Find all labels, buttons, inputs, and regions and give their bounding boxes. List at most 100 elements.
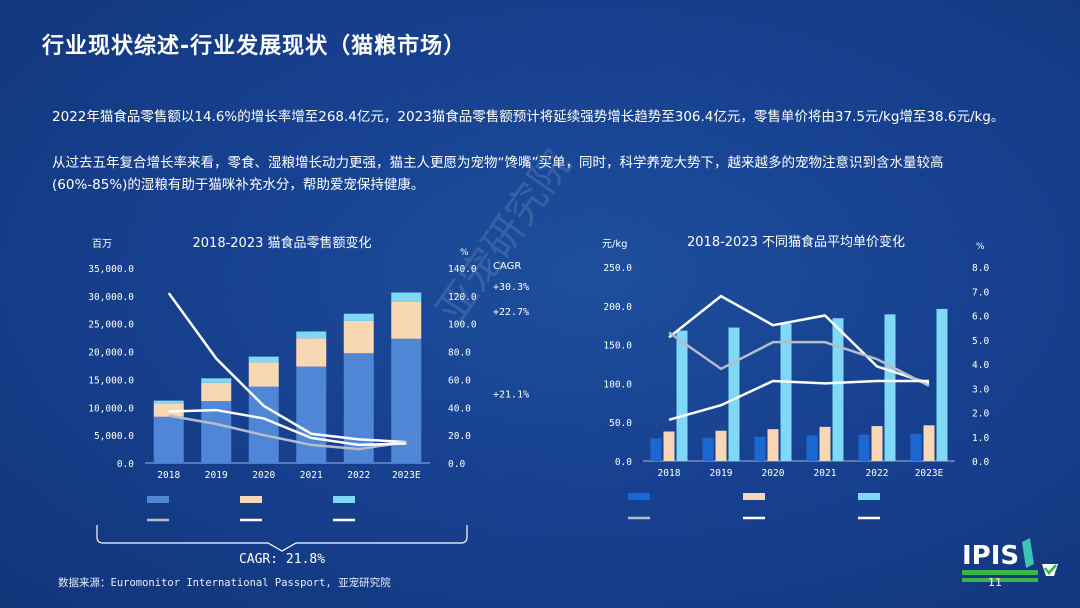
bar	[767, 429, 779, 461]
x-tick-label: 2019	[710, 468, 733, 479]
bar	[754, 436, 766, 461]
bar-segment	[153, 400, 184, 404]
y2-tick-label: 80.0	[448, 348, 471, 359]
legend-swatch	[858, 493, 880, 500]
x-tick-label: 2020	[252, 470, 275, 481]
y-axis-label: 百万	[92, 238, 112, 250]
overall-cagr: CAGR: 21.8%	[239, 552, 325, 567]
chart-title: 2018-2023 不同猫食品平均单价变化	[687, 234, 905, 250]
x-tick-label: 2021	[300, 470, 323, 481]
bar	[923, 425, 935, 461]
cagr-label: +22.7%	[493, 307, 529, 318]
growth-line	[668, 379, 929, 421]
bar	[676, 330, 688, 461]
y2-tick-label: 8.0	[972, 263, 989, 274]
x-tick-label: 2022	[866, 468, 889, 479]
retail-sales-chart: 2018-2023 猫食品零售额变化 百万% 35,000.0 30,000.0 25,…	[88, 235, 529, 567]
y-tick-label: 30,000.0	[88, 292, 134, 303]
y2-axis-label: %	[976, 242, 985, 252]
bar-segment	[296, 331, 327, 339]
bar	[728, 327, 740, 461]
bar	[702, 437, 714, 461]
growth-line	[168, 414, 407, 451]
bar-segment	[248, 356, 279, 363]
bar-segment	[343, 320, 374, 354]
y-tick-label: 20,000.0	[88, 348, 134, 359]
y2-tick-label: 3.0	[972, 384, 989, 395]
bar-segment	[201, 382, 232, 402]
bar	[871, 426, 883, 461]
bar-segment	[391, 292, 422, 302]
page-number: 11	[988, 576, 1002, 589]
bar-segment	[153, 416, 184, 463]
bar-segment	[248, 362, 279, 387]
y2-tick-label: 5.0	[972, 336, 989, 347]
bar-segment	[296, 366, 327, 463]
cagr-header: CAGR	[493, 261, 521, 272]
y2-tick-label: 1.0	[972, 433, 989, 444]
logo-text: IPIS	[962, 541, 1019, 571]
bar	[858, 434, 870, 461]
bar	[819, 426, 831, 461]
x-tick-label: 2018	[157, 470, 180, 481]
y-tick-label: 100.0	[603, 379, 632, 390]
y-axis-label: 元/kg	[602, 239, 628, 250]
y2-tick-label: 0.0	[972, 457, 989, 468]
growth-line	[167, 292, 407, 444]
x-tick-label: 2019	[205, 470, 228, 481]
bar-segment	[248, 386, 279, 463]
growth-line	[668, 294, 930, 385]
y-tick-label: 0.0	[117, 459, 134, 470]
summary-paragraph-1: 2022年猫食品零售额以14.6%的增长率增至268.4亿元，2023猫食品零售…	[52, 109, 1005, 125]
x-tick-label: 2018	[658, 468, 681, 479]
data-source-note: 数据来源：Euromonitor International Passport,…	[58, 577, 391, 589]
y2-tick-label: 120.0	[448, 292, 477, 303]
legend-swatch	[240, 496, 262, 503]
bar-segment	[296, 338, 327, 367]
y2-tick-label: 140.0	[448, 264, 477, 275]
legend-swatch	[147, 496, 169, 503]
bar	[936, 308, 948, 461]
bar	[780, 323, 792, 461]
y-tick-label: 150.0	[603, 341, 632, 352]
growth-line	[668, 331, 930, 387]
summary-paragraph-2: 从过去五年复合增长率来看，零食、湿粮增长动力更强，猫主人更愿为宠物“馋嘴”买单，…	[52, 155, 944, 193]
cagr-label: +30.3%	[493, 282, 529, 293]
unit-price-chart: 2018-2023 不同猫食品平均单价变化 元/kg % 250.0 200.0 150.…	[602, 234, 989, 520]
y-tick-label: 10,000.0	[88, 403, 134, 414]
y2-axis-label: %	[460, 248, 469, 258]
growth-line	[168, 408, 407, 447]
y-tick-label: 5,000.0	[94, 431, 134, 442]
y2-tick-label: 100.0	[448, 320, 477, 331]
y2-tick-label: 20.0	[448, 431, 471, 442]
bar	[884, 314, 896, 461]
legend-swatch	[333, 496, 355, 503]
y-tick-label: 0.0	[615, 457, 632, 468]
bar-segment	[153, 403, 184, 417]
ipis-logo: IPIS	[962, 538, 1058, 582]
bar	[650, 438, 662, 461]
x-tick-label: 2021	[814, 468, 837, 479]
y2-tick-label: 0.0	[448, 459, 465, 470]
y-tick-label: 35,000.0	[88, 264, 134, 275]
y2-tick-label: 40.0	[448, 403, 471, 414]
y-tick-label: 25,000.0	[88, 320, 134, 331]
x-tick-label: 2022	[347, 470, 370, 481]
legend-swatch	[743, 493, 765, 500]
x-tick-label: 2023E	[915, 468, 944, 479]
page-title: 行业现状综述-行业发展现状（猫粮市场）	[42, 34, 467, 59]
y2-tick-label: 4.0	[972, 360, 989, 371]
y-tick-label: 250.0	[603, 263, 632, 274]
y2-tick-label: 6.0	[972, 312, 989, 323]
y-tick-label: 15,000.0	[88, 375, 134, 386]
y2-tick-label: 7.0	[972, 287, 989, 298]
legend-swatch	[628, 493, 650, 500]
cagr-brace	[96, 525, 468, 552]
y2-tick-label: 2.0	[972, 409, 989, 420]
bar	[832, 318, 844, 461]
bar	[910, 433, 922, 461]
bar	[715, 430, 727, 461]
x-tick-label: 2020	[762, 468, 785, 479]
y2-tick-label: 60.0	[448, 375, 471, 386]
chart-title: 2018-2023 猫食品零售额变化	[193, 235, 372, 251]
